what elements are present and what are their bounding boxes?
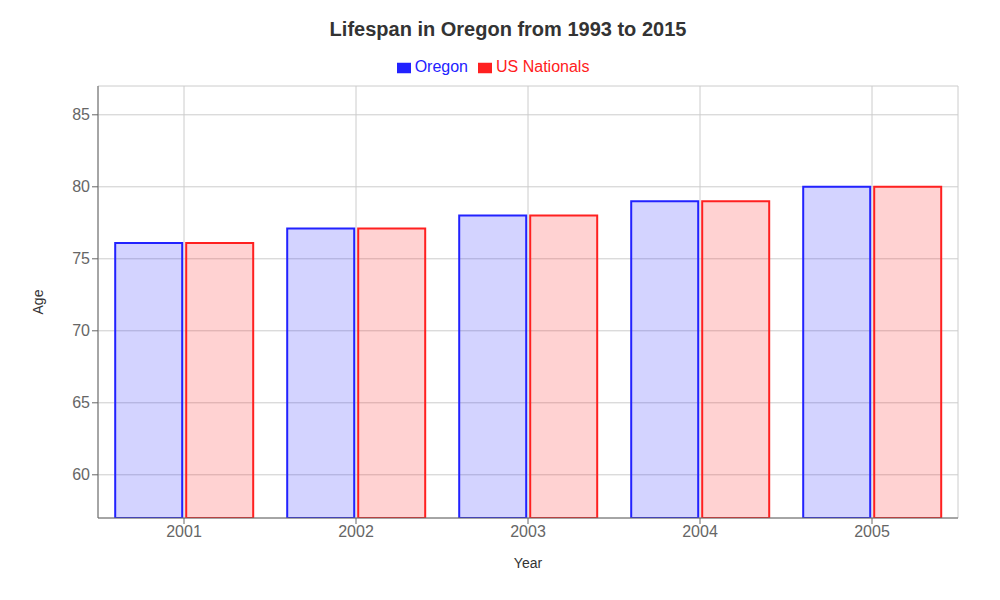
svg-text:85: 85: [72, 106, 90, 123]
html-text:Oregon: Oregon: [414, 58, 468, 75]
svg-text:Age: Age: [30, 289, 46, 314]
svg-text:2002: 2002: [338, 523, 374, 540]
svg-text:60: 60: [72, 466, 90, 483]
svg-text:2003: 2003: [510, 523, 546, 540]
html-text:US Nationals: US Nationals: [496, 58, 590, 75]
svg-text:75: 75: [72, 250, 90, 267]
svg-text:Year: Year: [514, 555, 543, 571]
svg-text:70: 70: [72, 322, 90, 339]
svg-text:80: 80: [72, 178, 90, 195]
html-text:Lifespan in Oregon from 1993 t: Lifespan in Oregon from 1993 to 2015: [329, 18, 687, 40]
svg-text:65: 65: [72, 394, 90, 411]
svg-text:2005: 2005: [854, 523, 890, 540]
svg-text:2001: 2001: [166, 523, 202, 540]
svg-text:2004: 2004: [682, 523, 718, 540]
